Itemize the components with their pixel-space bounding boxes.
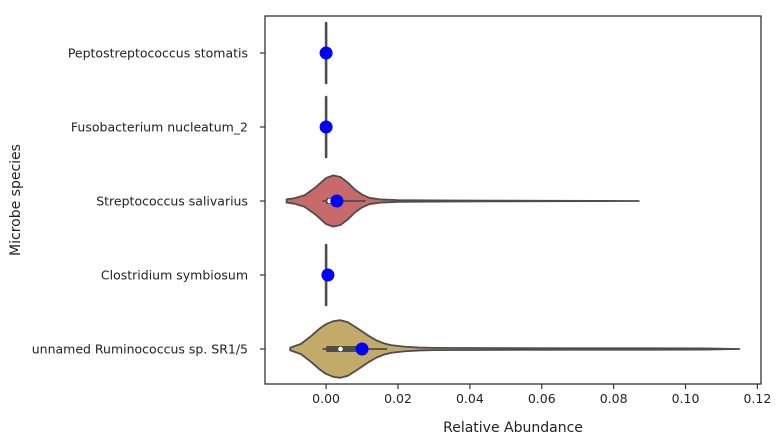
y-tick-label: Clostridium symbiosum [101, 268, 248, 283]
mean-markers-layer [319, 46, 369, 356]
y-tick-label: Peptostreptococcus stomatis [68, 46, 248, 61]
violin-body [285, 174, 640, 228]
violin-body [289, 319, 741, 379]
mean-marker [319, 120, 333, 134]
x-tick-label: 0.04 [456, 391, 484, 406]
violins-layer [285, 21, 741, 379]
y-axis-ticks: Peptostreptococcus stomatis Fusobacterium… [32, 46, 265, 357]
violin-5 [289, 319, 741, 379]
violin-median [338, 346, 343, 352]
x-tick-label: 0.00 [312, 391, 340, 406]
x-tick-label: 0.06 [528, 391, 556, 406]
mean-marker [355, 342, 369, 356]
y-axis-label: Microbe species [8, 144, 24, 256]
mean-marker [319, 46, 333, 60]
y-tick-label: unnamed Ruminococcus sp. SR1/5 [32, 342, 248, 357]
y-tick-label: Streptococcus salivarius [96, 194, 248, 209]
y-tick-label: Fusobacterium nucleatum_2 [71, 120, 248, 135]
plot-frame [264, 15, 762, 385]
x-tick-label: 0.08 [600, 391, 628, 406]
mean-marker [321, 268, 335, 282]
x-axis-label: Relative Abundance [443, 420, 583, 436]
x-tick-label: 0.10 [672, 391, 700, 406]
x-tick-label: 0.02 [384, 391, 412, 406]
x-axis-ticks: 0.00 0.02 0.04 0.06 0.08 0.10 0.12 [312, 384, 771, 406]
x-tick-label: 0.12 [743, 391, 771, 406]
mean-marker [330, 194, 344, 208]
